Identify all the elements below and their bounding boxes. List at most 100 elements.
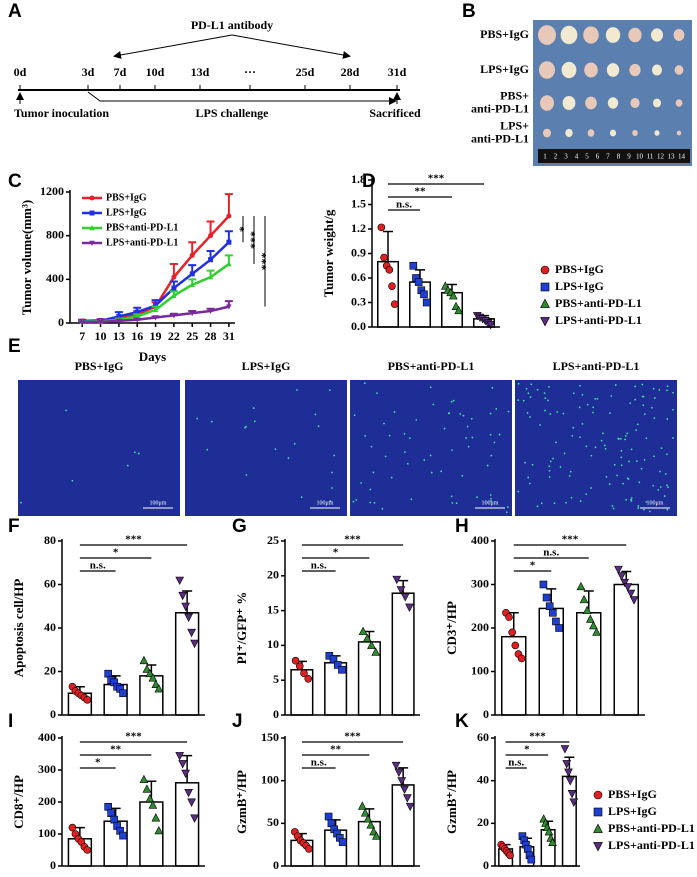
significance-label: ***: [125, 534, 142, 546]
micrograph: [350, 380, 512, 516]
marker: [338, 838, 347, 846]
significance-label: ***: [255, 252, 269, 270]
tumor-photo: [533, 20, 692, 166]
stain: [328, 389, 331, 392]
y-tick-label: 80: [44, 533, 56, 547]
stain: [432, 403, 435, 406]
tumor: [675, 99, 683, 107]
day-label: 10d: [146, 65, 165, 79]
marker: [104, 802, 112, 811]
marker: [371, 647, 381, 656]
stain: [664, 473, 667, 475]
stain: [71, 479, 74, 482]
panel-label: G: [232, 516, 247, 537]
scale-label: 100μm: [482, 500, 499, 506]
y-tick-label: 25: [267, 533, 279, 547]
stain: [634, 385, 637, 388]
tumor: [632, 129, 638, 137]
significance-label: ***: [562, 534, 579, 546]
stain: [650, 406, 653, 409]
stain: [490, 497, 492, 500]
stain: [287, 457, 290, 459]
bar: [613, 583, 639, 716]
stain: [429, 386, 432, 389]
stain: [467, 445, 470, 448]
row-label: PBS+IgG: [480, 27, 529, 41]
stain: [489, 494, 492, 496]
stain: [657, 488, 660, 491]
stain: [253, 420, 256, 423]
significance-label: n.s.: [311, 560, 327, 572]
marker: [454, 305, 464, 315]
marker: [154, 684, 164, 693]
stain: [498, 433, 501, 436]
stain: [549, 413, 552, 415]
tumor: [630, 97, 640, 109]
stain: [620, 464, 623, 467]
error-bar: [383, 230, 393, 262]
marker: [333, 661, 342, 669]
stain: [274, 448, 277, 451]
x-tick-label: 16: [131, 329, 143, 343]
marker: [329, 655, 338, 664]
marker: [171, 313, 177, 319]
marker: [549, 608, 557, 617]
marker: [540, 282, 550, 292]
bar: [139, 675, 164, 716]
marker: [291, 656, 300, 665]
stain: [527, 476, 530, 479]
y-tick-label: 300: [38, 762, 56, 776]
marker: [593, 842, 603, 852]
legend-label: LPS+anti-PD-L1: [608, 838, 695, 852]
stain: [590, 454, 593, 457]
marker: [540, 298, 550, 308]
stain: [544, 409, 546, 412]
marker: [139, 655, 149, 665]
tumor: [584, 62, 598, 78]
panel-label: I: [8, 711, 13, 732]
ruler-number: 5: [585, 153, 589, 161]
marker: [189, 252, 195, 258]
stain: [373, 501, 376, 504]
stain: [549, 460, 552, 463]
stain: [630, 500, 633, 502]
stain: [517, 399, 520, 402]
day-label: 3d: [82, 65, 95, 79]
legend-label: LPS+IgG: [555, 279, 604, 293]
x-tick-label: 31: [223, 329, 235, 343]
stain: [471, 436, 474, 439]
marker: [151, 679, 161, 689]
legend-label: PBS+IgG: [608, 787, 657, 801]
stain: [410, 498, 413, 501]
y-tick-label: 40: [44, 620, 56, 634]
stain: [440, 470, 443, 473]
stain: [388, 434, 391, 437]
stain: [600, 439, 603, 442]
tumor: [674, 65, 684, 75]
ruler-number: 8: [617, 153, 621, 161]
y-tick-label: 300: [471, 576, 489, 590]
tumor: [606, 63, 620, 77]
stain: [578, 406, 581, 409]
stain: [505, 511, 508, 514]
stain: [660, 447, 663, 450]
significance-label: *: [524, 744, 530, 756]
stain: [659, 486, 662, 488]
marker: [409, 261, 418, 270]
stain: [613, 463, 616, 466]
tumor: [562, 95, 576, 111]
stain: [329, 500, 332, 502]
y-tick-label: 15: [267, 602, 279, 616]
stain: [430, 471, 433, 474]
day-label: 13d: [191, 65, 210, 79]
stain: [643, 508, 645, 511]
marker: [620, 578, 630, 588]
ruler-number: 13: [668, 153, 676, 161]
stain: [658, 388, 661, 391]
marker: [486, 321, 496, 330]
scale-label: 100μm: [647, 500, 664, 506]
stain: [493, 441, 496, 444]
stain: [450, 400, 453, 403]
stain: [642, 395, 645, 398]
